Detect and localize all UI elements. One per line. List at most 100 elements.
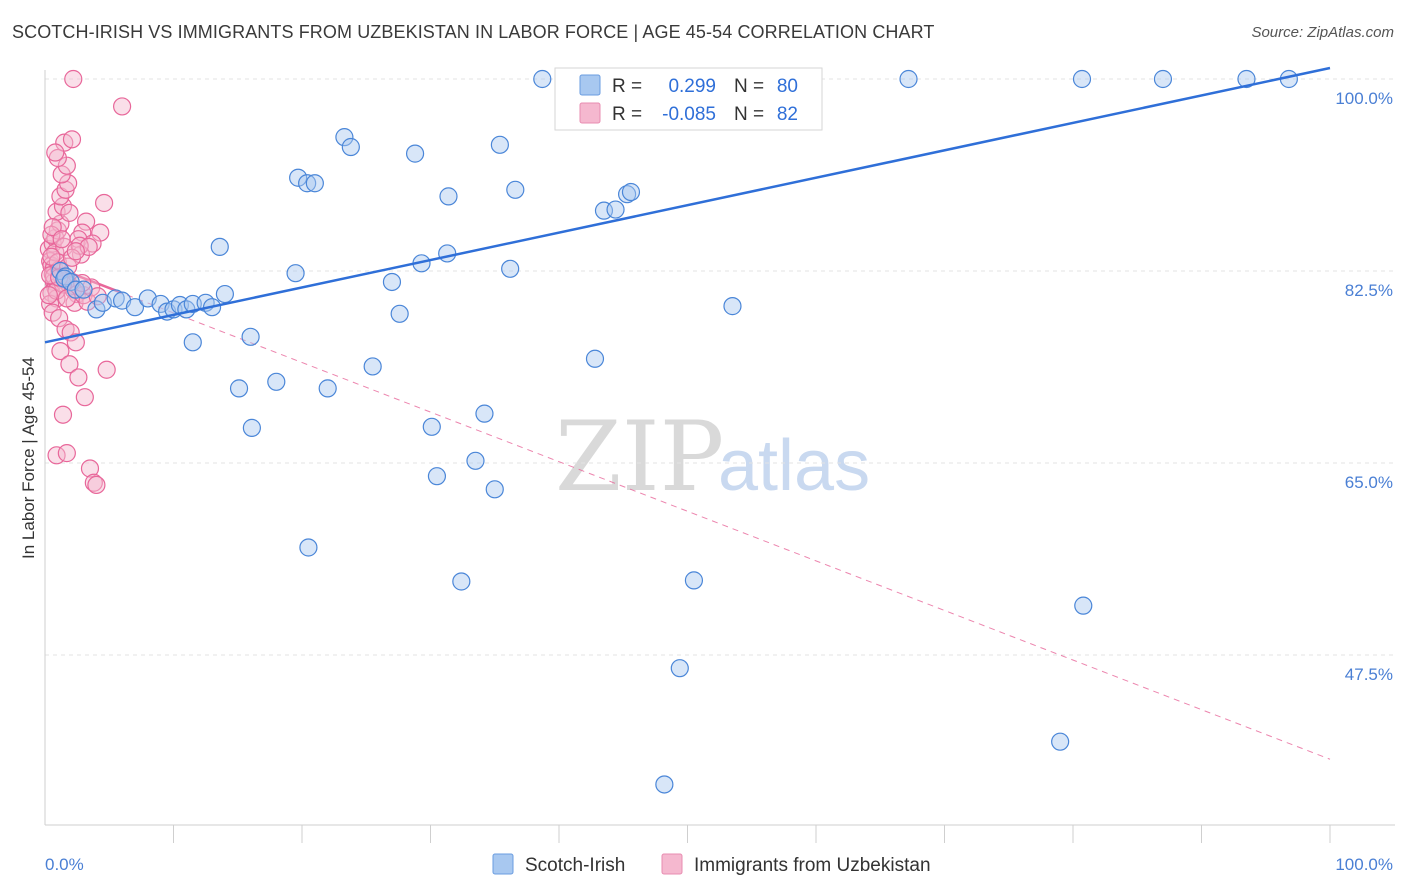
blue-point-54 bbox=[585, 349, 605, 368]
blue-point-75 bbox=[1074, 596, 1093, 615]
blue-point-47 bbox=[485, 480, 504, 499]
legend-blue-n-value: 80 bbox=[777, 76, 798, 97]
pink-point-78 bbox=[66, 242, 85, 261]
pink-point-32 bbox=[50, 309, 69, 328]
pink-point-76 bbox=[39, 286, 58, 305]
watermark-atlas: atlas bbox=[718, 426, 870, 506]
bottom-legend-pink-label: Immigrants from Uzbekistan bbox=[694, 855, 931, 876]
blue-point-74 bbox=[1072, 69, 1092, 89]
pink-point-79 bbox=[42, 247, 61, 266]
pink-point-45 bbox=[87, 475, 106, 495]
pink-point-47 bbox=[112, 97, 132, 116]
blue-point-40 bbox=[422, 417, 441, 436]
pink-point-46 bbox=[64, 69, 83, 89]
pink-point-55 bbox=[42, 225, 61, 244]
blue-point-4 bbox=[66, 280, 85, 299]
x-tick-label-max: 100.0% bbox=[1335, 855, 1393, 874]
pink-point-44 bbox=[84, 473, 103, 492]
blue-point-49 bbox=[501, 259, 520, 278]
blue-trend-line bbox=[44, 66, 1331, 344]
pink-point-35 bbox=[66, 333, 85, 352]
blue-point-45 bbox=[466, 451, 485, 470]
blue-point-34 bbox=[341, 137, 360, 157]
blue-point-73 bbox=[1051, 732, 1070, 751]
blue-point-66 bbox=[723, 297, 742, 316]
legend-pink-r-value: -0.085 bbox=[662, 104, 716, 125]
y-tick-label-0: 100.0% bbox=[1335, 89, 1393, 108]
pink-point-64 bbox=[97, 360, 116, 379]
pink-point-36 bbox=[51, 341, 70, 361]
blue-point-48 bbox=[490, 135, 509, 154]
blue-point-25 bbox=[242, 418, 261, 437]
bottom-legend-pink-swatch bbox=[661, 853, 683, 875]
legend-pink-n-label: N = bbox=[734, 104, 764, 125]
legend-blue-n-label: N = bbox=[734, 76, 764, 97]
blue-point-30 bbox=[305, 174, 324, 193]
pink-point-22 bbox=[62, 130, 82, 149]
blue-point-58 bbox=[621, 182, 641, 202]
blue-point-37 bbox=[382, 272, 402, 292]
blue-point-41 bbox=[427, 467, 447, 486]
pink-point-66 bbox=[60, 203, 79, 222]
bottom-legend-blue-label: Scotch-Irish bbox=[525, 855, 625, 876]
legend-blue-r-value: 0.299 bbox=[668, 76, 716, 97]
blue-point-50 bbox=[506, 180, 525, 199]
pink-point-43 bbox=[80, 459, 100, 478]
blue-point-28 bbox=[289, 168, 308, 187]
blue-point-10 bbox=[125, 298, 145, 317]
pink-point-42 bbox=[57, 444, 76, 463]
pink-point-39 bbox=[75, 388, 94, 407]
blue-point-5 bbox=[74, 280, 93, 299]
pink-point-37 bbox=[60, 355, 79, 374]
blue-point-65 bbox=[684, 571, 704, 590]
grid-lines bbox=[45, 78, 1395, 656]
blue-point-31 bbox=[299, 538, 318, 557]
blue-point-17 bbox=[183, 294, 202, 314]
x-tick-labels: 0.0% 100.0% bbox=[45, 855, 1393, 874]
blue-point-77 bbox=[1237, 69, 1256, 89]
pink-trend-dashed bbox=[44, 262, 1331, 760]
blue-point-29 bbox=[298, 174, 317, 193]
legend-pink-n-value: 82 bbox=[777, 104, 798, 125]
pink-point-38 bbox=[69, 368, 88, 387]
blue-point-26 bbox=[267, 372, 286, 391]
y-tick-label-2: 65.0% bbox=[1345, 473, 1393, 492]
watermark-zip: ZIP bbox=[555, 401, 724, 513]
pink-point-48 bbox=[95, 193, 114, 213]
blue-point-72 bbox=[899, 69, 918, 89]
blue-point-32 bbox=[318, 379, 337, 398]
axes bbox=[44, 70, 1395, 843]
blue-point-56 bbox=[606, 200, 625, 219]
blue-point-38 bbox=[405, 144, 425, 163]
pink-point-40 bbox=[53, 405, 73, 424]
legend-blue-swatch bbox=[579, 74, 601, 96]
blue-point-36 bbox=[390, 304, 409, 323]
blue-point-20 bbox=[215, 284, 234, 304]
blue-point-35 bbox=[363, 357, 382, 376]
blue-point-6 bbox=[87, 300, 106, 319]
blue-point-44 bbox=[452, 572, 471, 591]
bottom-legend-blue-swatch bbox=[492, 853, 514, 875]
blue-point-23 bbox=[210, 237, 229, 256]
pink-point-73 bbox=[52, 230, 71, 249]
blue-point-22 bbox=[183, 333, 202, 352]
legend-pink-r-label: R = bbox=[612, 104, 642, 125]
blue-point-43 bbox=[439, 187, 458, 206]
legend-pink-swatch bbox=[579, 102, 601, 124]
blue-point-33 bbox=[335, 128, 354, 147]
blue-point-76 bbox=[1153, 69, 1173, 89]
y-axis-title: In Labor Force | Age 45-54 bbox=[19, 357, 38, 559]
chart-title: SCOTCH-IRISH VS IMMIGRANTS FROM UZBEKIST… bbox=[12, 22, 935, 42]
blue-point-21 bbox=[241, 327, 260, 346]
blue-point-64 bbox=[670, 659, 689, 678]
pink-point-72 bbox=[43, 218, 62, 237]
y-tick-labels: 100.0% 82.5% 65.0% 47.5% bbox=[1335, 89, 1393, 684]
blue-point-24 bbox=[229, 379, 249, 398]
blue-point-42 bbox=[438, 244, 457, 263]
blue-point-51 bbox=[533, 69, 552, 89]
y-tick-label-1: 82.5% bbox=[1345, 281, 1393, 300]
y-tick-label-3: 47.5% bbox=[1345, 665, 1393, 684]
stats-legend: R = 0.299 N = 80 R = -0.085 N = 82 bbox=[554, 67, 823, 131]
blue-point-62 bbox=[655, 775, 674, 794]
